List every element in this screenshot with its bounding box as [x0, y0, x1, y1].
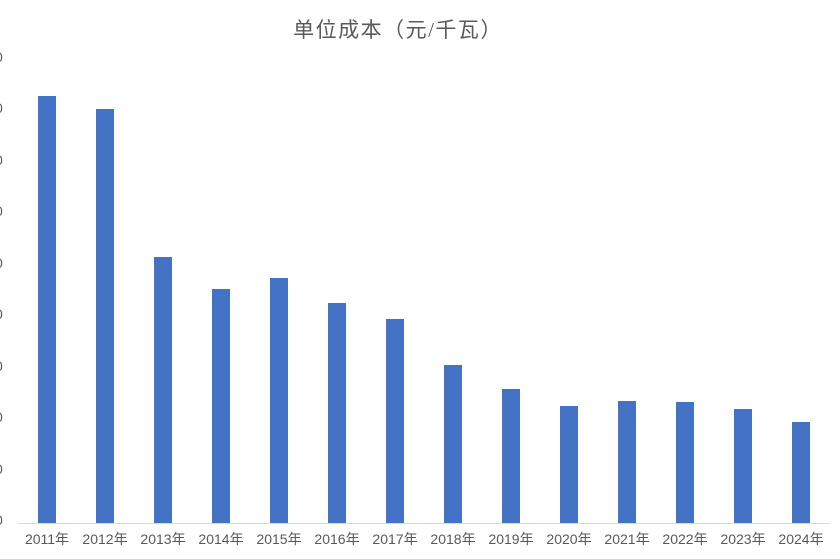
bar-slot — [540, 52, 598, 523]
x-tick-label: 2015年 — [256, 531, 302, 547]
x-tick-label: 2023年 — [720, 531, 766, 547]
y-tick-label: 0 — [0, 358, 3, 374]
bar-2022年 — [676, 402, 694, 523]
y-tick-label: 0 — [0, 49, 3, 65]
bar-slot — [192, 52, 250, 523]
y-tick-label: 0 — [0, 152, 3, 168]
x-tick-label: 2012年 — [82, 531, 128, 547]
bar-slot — [772, 52, 830, 523]
y-tick-label: 0 — [0, 512, 3, 528]
bar-2016年 — [328, 303, 346, 523]
bar-slot — [366, 52, 424, 523]
x-tick-label: 2018年 — [430, 531, 476, 547]
bar-2023年 — [734, 409, 752, 523]
y-tick-label: 0 — [0, 203, 3, 219]
bar-2024年 — [792, 421, 810, 523]
x-tick-label: 2019年 — [488, 531, 534, 547]
y-tick-label: 0 — [0, 461, 3, 477]
y-tick-label: 0 — [0, 306, 3, 322]
x-tick-label: 2017年 — [372, 531, 418, 547]
y-tick-label: 0 — [0, 409, 3, 425]
bar-slot — [308, 52, 366, 523]
bar-slot — [250, 52, 308, 523]
bar-slot — [134, 52, 192, 523]
bar-slot — [76, 52, 134, 523]
x-tick-label: 2013年 — [140, 531, 186, 547]
bar-slot — [598, 52, 656, 523]
x-tick-label: 2011年 — [24, 531, 70, 547]
bar-2019年 — [502, 389, 520, 523]
bar-2015年 — [270, 278, 288, 523]
bar-2011年 — [38, 96, 56, 523]
x-axis-tick-labels: 2011年 2012年 2013年 2014年 2015年 2016年 2017年 2018年… — [18, 529, 830, 549]
bar-slot — [424, 52, 482, 523]
x-axis-line — [18, 523, 830, 524]
x-tick-label: 2020年 — [546, 531, 592, 547]
bar-slot — [714, 52, 772, 523]
x-tick-label: 2022年 — [662, 531, 708, 547]
bar-2012年 — [96, 108, 114, 523]
bar-slot — [482, 52, 540, 523]
x-tick-label: 2024年 — [778, 531, 824, 547]
bar-2021年 — [618, 401, 636, 523]
bar-2014年 — [212, 288, 230, 523]
bar-2018年 — [444, 365, 462, 523]
x-tick-label: 2014年 — [198, 531, 244, 547]
y-tick-label: 0 — [0, 100, 3, 116]
x-tick-label: 2021年 — [604, 531, 650, 547]
bar-slot — [656, 52, 714, 523]
bar-slot — [18, 52, 76, 523]
bar-2017年 — [386, 318, 404, 523]
plot-area — [18, 52, 830, 523]
bar-2020年 — [560, 406, 578, 523]
y-tick-label: 0 — [0, 255, 3, 271]
bar-2013年 — [154, 257, 172, 523]
x-tick-label: 2016年 — [314, 531, 360, 547]
chart-title: 单位成本（元/千瓦） — [293, 18, 503, 42]
